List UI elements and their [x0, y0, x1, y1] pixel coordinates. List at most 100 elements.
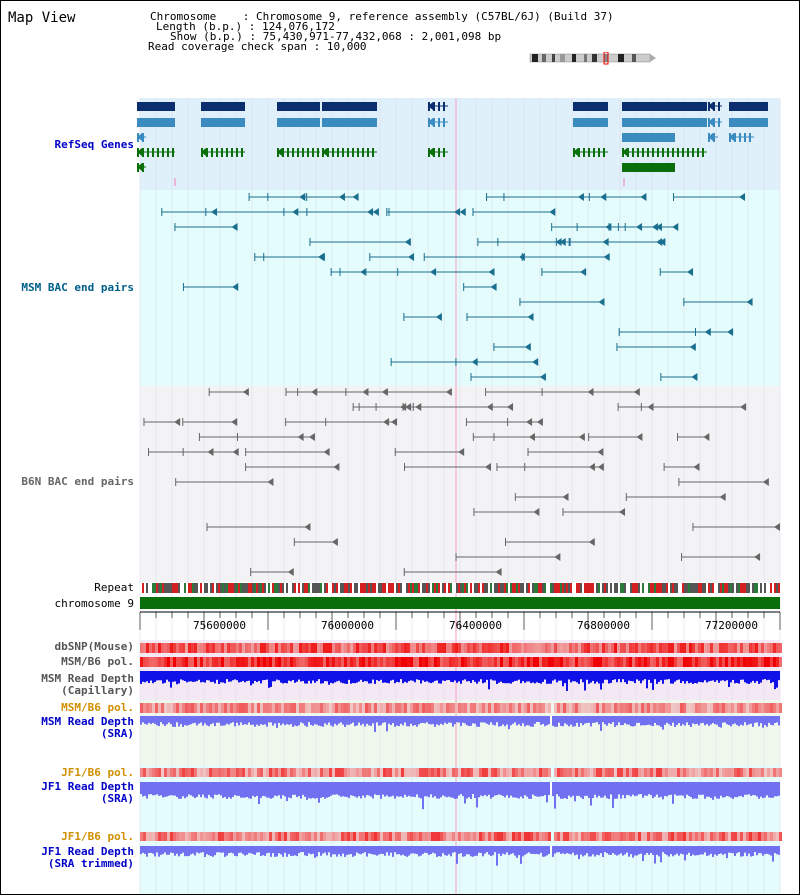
repeat-band: [732, 583, 734, 593]
depth-bar: [168, 794, 170, 796]
depth-bar: [476, 794, 478, 808]
pol-band: [449, 768, 452, 777]
pol-band: [614, 657, 617, 667]
depth-bar: [650, 722, 652, 726]
depth-bar: [752, 679, 754, 681]
pol-band: [725, 643, 728, 653]
pol-band: [701, 832, 704, 841]
gene-arrow: [137, 118, 142, 126]
pol-band: [161, 657, 164, 667]
depth-bar: [280, 722, 282, 726]
gene-arrow: [322, 118, 327, 126]
repeat-band: [588, 583, 590, 593]
depth-bar: [238, 852, 240, 853]
pol-band: [188, 832, 191, 841]
repeat-band: [574, 583, 576, 593]
repeat-band: [150, 583, 152, 593]
repeat-band: [294, 583, 296, 593]
depth-bar: [368, 794, 370, 796]
repeat-band: [302, 583, 304, 593]
pol-band: [227, 832, 230, 841]
pol-band: [425, 643, 428, 653]
pol-band: [254, 657, 257, 667]
repeat-band: [260, 583, 262, 593]
pol-band: [719, 768, 722, 777]
pol-band: [638, 768, 641, 777]
gene-exon: [702, 148, 704, 157]
pol-band: [242, 703, 245, 713]
pol-band: [143, 832, 146, 841]
depth-bar: [294, 794, 296, 795]
pol-band: [197, 657, 200, 667]
depth-bar: [390, 794, 392, 797]
depth-bar: [144, 722, 146, 724]
pol-band: [611, 643, 614, 653]
pol-band: [584, 703, 587, 713]
gene-exon: [226, 148, 228, 157]
gene-exon: [287, 148, 289, 157]
pol-band: [710, 703, 713, 713]
pol-band: [743, 657, 746, 667]
depth-bar: [698, 722, 700, 726]
pol-band: [170, 657, 173, 667]
repeat-band: [266, 583, 268, 593]
b6n-bac-label[interactable]: B6N BAC end pairs: [21, 475, 134, 488]
depth-bar: [540, 794, 542, 797]
depth-bar: [284, 679, 286, 684]
depth-bar: [524, 722, 526, 727]
pol-band: [755, 643, 758, 653]
bac-end-arrow: [207, 448, 214, 456]
depth-bar: [412, 794, 414, 797]
pol-band: [461, 657, 464, 667]
repeat-band: [506, 583, 508, 593]
pol-band: [233, 657, 236, 667]
chromosome-ideogram[interactable]: [528, 52, 658, 66]
pol-band: [617, 832, 620, 841]
pol-band: [140, 703, 143, 713]
depth-bar: [276, 794, 278, 797]
depth-bar: [312, 679, 314, 681]
depth-bar: [304, 679, 306, 684]
repeat-band: [160, 583, 162, 593]
depth-bar: [294, 679, 296, 683]
depth-bar: [226, 794, 228, 799]
depth-bar: [526, 852, 528, 854]
depth-bar: [390, 722, 392, 726]
depth-bar: [376, 852, 378, 856]
depth-bar: [326, 852, 328, 856]
depth-bar: [336, 679, 338, 682]
depth-bar: [288, 679, 290, 681]
depth-bar: [414, 722, 416, 726]
depth-bar: [776, 852, 778, 855]
pol-band: [416, 643, 419, 653]
pol-band: [653, 703, 656, 713]
pol-band: [737, 643, 740, 653]
pol-band: [200, 703, 203, 713]
pol-band: [356, 703, 359, 713]
depth-bar: [248, 852, 250, 854]
repeat-band: [754, 583, 756, 593]
depth-bar: [476, 679, 478, 684]
pol-band: [686, 703, 689, 713]
msm-bac-label[interactable]: MSM BAC end pairs: [21, 281, 134, 294]
pol-band: [209, 832, 212, 841]
repeat-band: [226, 583, 228, 593]
repeat-band: [624, 583, 626, 593]
refseq-genes-label[interactable]: RefSeq Genes: [54, 138, 134, 151]
pol-band: [245, 703, 248, 713]
pol-band: [431, 832, 434, 841]
pol-band: [587, 768, 590, 777]
pol-band: [299, 703, 302, 713]
depth-bar: [448, 679, 450, 680]
depth-bar: [536, 794, 538, 797]
depth-bar: [460, 679, 462, 684]
depth-bar: [428, 679, 430, 683]
pol-band: [779, 832, 782, 841]
gene-arrow: [622, 102, 627, 110]
depth-bar: [140, 679, 142, 684]
pol-band: [548, 832, 551, 841]
depth-bar: [412, 852, 414, 854]
depth-bar: [174, 679, 176, 682]
repeat-band: [166, 583, 168, 593]
